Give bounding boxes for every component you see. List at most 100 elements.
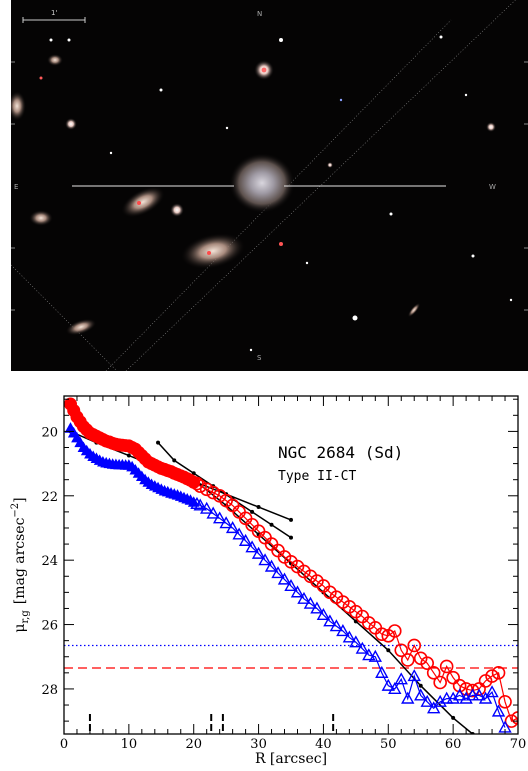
chart-subtitle: Type II-CT xyxy=(278,469,356,484)
g-band-point xyxy=(310,601,324,614)
r-band-point xyxy=(190,476,204,491)
y-axis-label: μr,g [mag arcsec−2] xyxy=(10,497,31,632)
g-band-point xyxy=(187,496,200,507)
g-band-point xyxy=(439,691,454,704)
background-galaxy xyxy=(29,210,53,226)
g-band-point xyxy=(290,585,305,598)
g-band-point xyxy=(362,648,376,661)
g-band-point xyxy=(459,691,473,704)
y-tick-label: 24 xyxy=(41,554,58,569)
g-band-point xyxy=(258,553,272,566)
g-band-point xyxy=(446,691,460,704)
g-band-line xyxy=(196,503,506,728)
g-band-point xyxy=(452,688,467,701)
g-band-point xyxy=(212,511,227,524)
star xyxy=(225,126,229,130)
g-band-point xyxy=(193,498,207,511)
star xyxy=(471,254,475,258)
r-band-point xyxy=(394,643,409,658)
g-band-point xyxy=(206,506,220,519)
g-band-point xyxy=(251,546,266,559)
y-axis-label-unit: [mag arcsec xyxy=(12,517,28,604)
r-band-point xyxy=(491,666,506,680)
edge-ticks xyxy=(11,61,528,311)
g-band-point xyxy=(303,596,318,609)
y-tick-label: 22 xyxy=(41,490,58,505)
r-band-point xyxy=(199,482,214,497)
g-band-point xyxy=(407,669,421,682)
chart-title: NGC 2684 (Sd) xyxy=(278,443,403,462)
scale-bar-label: 1' xyxy=(51,9,57,17)
star xyxy=(279,242,283,246)
star xyxy=(464,93,468,97)
star xyxy=(389,212,393,216)
fit-point-inner xyxy=(126,453,131,458)
r-band-point xyxy=(446,670,460,685)
x-tick-label: 10 xyxy=(121,737,138,752)
r-band-point xyxy=(426,666,441,680)
star xyxy=(249,348,253,352)
stripe-line xyxy=(11,264,118,371)
g-band-point xyxy=(199,501,214,514)
g-band-point xyxy=(329,619,344,632)
star xyxy=(137,201,141,205)
stripe-line xyxy=(125,0,516,371)
background-galaxy xyxy=(11,91,26,121)
star xyxy=(439,35,443,39)
fit-point-middle xyxy=(289,535,293,540)
r-band-point xyxy=(439,659,454,674)
background-galaxy xyxy=(47,54,63,66)
g-band-point xyxy=(394,672,408,685)
x-tick-label: 0 xyxy=(60,737,68,752)
fit-line-middle xyxy=(157,442,292,539)
fit-point-inner xyxy=(289,517,293,522)
r-band-point xyxy=(485,669,499,683)
r-band-point xyxy=(433,675,447,690)
g-band-point xyxy=(297,591,311,604)
r-band-point xyxy=(452,678,467,693)
svg-text:μr,g[mag arcsec−2]: μr,g [mag arcsec−2] xyxy=(10,497,31,632)
g-band-point xyxy=(426,701,441,714)
r-band-point xyxy=(459,682,473,696)
g-band-point xyxy=(414,688,428,701)
fit-point-middle xyxy=(156,440,161,445)
y-axis-label-exp: −2 xyxy=(10,503,21,518)
r-band-point xyxy=(498,695,512,709)
g-band-point xyxy=(388,681,402,695)
star xyxy=(486,122,496,132)
fit-point-middle xyxy=(269,522,274,527)
g-band-point xyxy=(190,496,204,509)
star xyxy=(305,261,309,265)
r-band-point xyxy=(407,638,422,653)
r-band-point xyxy=(387,624,402,638)
y-tick-label: 26 xyxy=(41,619,58,634)
star xyxy=(159,88,163,92)
r-band-point xyxy=(193,479,207,493)
compass-north-label: N xyxy=(257,10,262,18)
star xyxy=(261,67,267,73)
y-axis-label-symbol: μ xyxy=(12,624,28,633)
companion-galaxy xyxy=(180,233,246,269)
x-axis-label: R [arcsec] xyxy=(255,751,327,767)
g-band-point xyxy=(284,578,298,592)
g-band-point xyxy=(478,691,493,704)
x-tick-label: 30 xyxy=(250,737,267,752)
g-band-point xyxy=(264,559,279,572)
g-band-point xyxy=(355,641,370,654)
g-band-point xyxy=(225,521,240,534)
g-band-point xyxy=(271,566,285,579)
plot-frame xyxy=(63,395,519,735)
g-band-point xyxy=(245,540,259,553)
g-band-point xyxy=(323,614,337,627)
star xyxy=(509,298,513,302)
g-band-point xyxy=(219,516,233,529)
r-band-point xyxy=(511,711,518,725)
g-band-point xyxy=(368,649,383,662)
background-galaxy xyxy=(407,302,421,318)
r-band-point xyxy=(400,653,415,667)
g-band-point xyxy=(336,624,350,637)
r-band-point xyxy=(420,656,435,670)
g-band-point xyxy=(472,688,486,701)
compass-west-label: W xyxy=(489,183,496,191)
